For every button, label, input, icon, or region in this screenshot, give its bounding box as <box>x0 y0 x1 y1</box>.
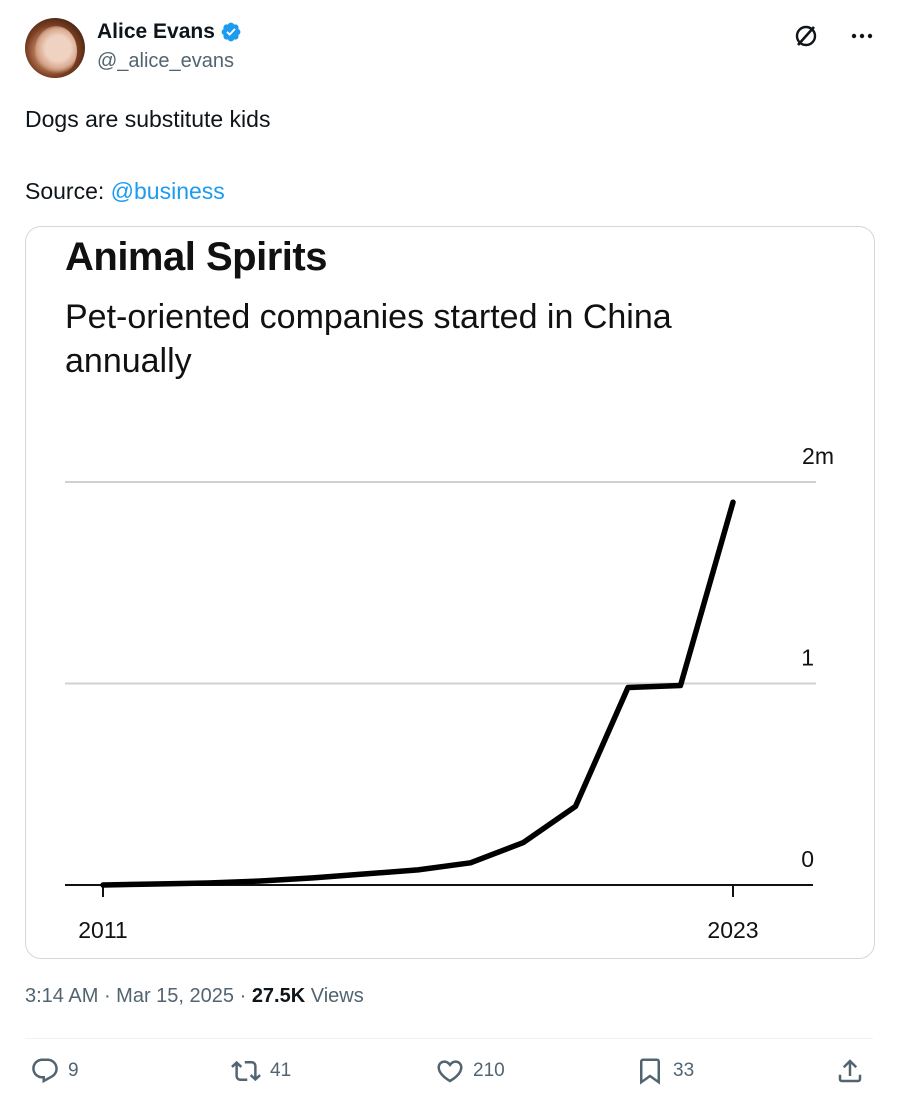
avatar[interactable] <box>25 18 85 78</box>
tweet-date[interactable]: Mar 15, 2025 <box>116 985 235 1007</box>
reply-count: 9 <box>68 1060 79 1081</box>
y-tick-label-top: 2m <box>802 443 834 469</box>
share-button[interactable] <box>835 1056 865 1086</box>
chart-title: Animal Spirits <box>65 235 327 279</box>
series-line <box>100 499 736 888</box>
name-row: Alice Evans <box>97 20 242 44</box>
y-tick-label-mid: 1 <box>801 645 814 671</box>
views-count: 27.5K <box>251 985 306 1007</box>
bookmark-icon <box>640 1058 660 1085</box>
author-name[interactable]: Alice Evans <box>97 20 215 43</box>
heart-icon <box>437 1060 463 1083</box>
meta-separator-2: · <box>234 985 252 1007</box>
like-count: 210 <box>473 1060 505 1081</box>
source-mention-link[interactable]: @business <box>110 178 225 204</box>
views-label: Views <box>305 985 364 1007</box>
tweet-source: Source: @business <box>25 176 270 206</box>
chart-subtitle: Pet-oriented companies started in China … <box>65 298 672 380</box>
action-bar: 9 41 210 33 <box>25 1056 873 1092</box>
share-icon <box>838 1059 862 1083</box>
bookmark-count: 33 <box>673 1060 695 1081</box>
reply-button[interactable]: 9 <box>30 1056 79 1086</box>
y-tick-label-zero: 0 <box>801 846 814 872</box>
x-tick-label-end: 2023 <box>707 917 758 943</box>
more-icon[interactable] <box>848 22 876 50</box>
divider <box>25 1038 873 1039</box>
author-block: Alice Evans @_alice_evans <box>97 20 242 73</box>
reply-icon <box>32 1058 58 1084</box>
media-card[interactable]: Animal Spirits Pet-oriented companies st… <box>25 226 875 959</box>
like-button[interactable]: 210 <box>435 1056 505 1086</box>
chart-svg: 2m 1 0 2011 2023 <box>65 443 834 943</box>
tweet-body: Dogs are substitute kids <box>25 106 271 132</box>
verified-badge-icon <box>221 22 241 42</box>
grok-icon[interactable] <box>792 22 820 50</box>
x-tick-label-start: 2011 <box>78 917 127 943</box>
bookmark-button[interactable]: 33 <box>635 1056 694 1086</box>
tweet-text: Dogs are substitute kids Source: @busine… <box>25 104 270 206</box>
repost-count: 41 <box>270 1060 292 1081</box>
repost-button[interactable]: 41 <box>230 1056 291 1086</box>
tweet-meta: 3:14 AM · Mar 15, 2025 · 27.5K Views <box>25 985 364 1008</box>
tweet-time[interactable]: 3:14 AM <box>25 985 99 1007</box>
top-actions <box>792 22 876 50</box>
author-handle[interactable]: @_alice_evans <box>97 50 235 72</box>
meta-separator-1: · <box>98 985 117 1007</box>
source-prefix: Source: <box>25 178 111 204</box>
repost-icon <box>231 1060 261 1082</box>
